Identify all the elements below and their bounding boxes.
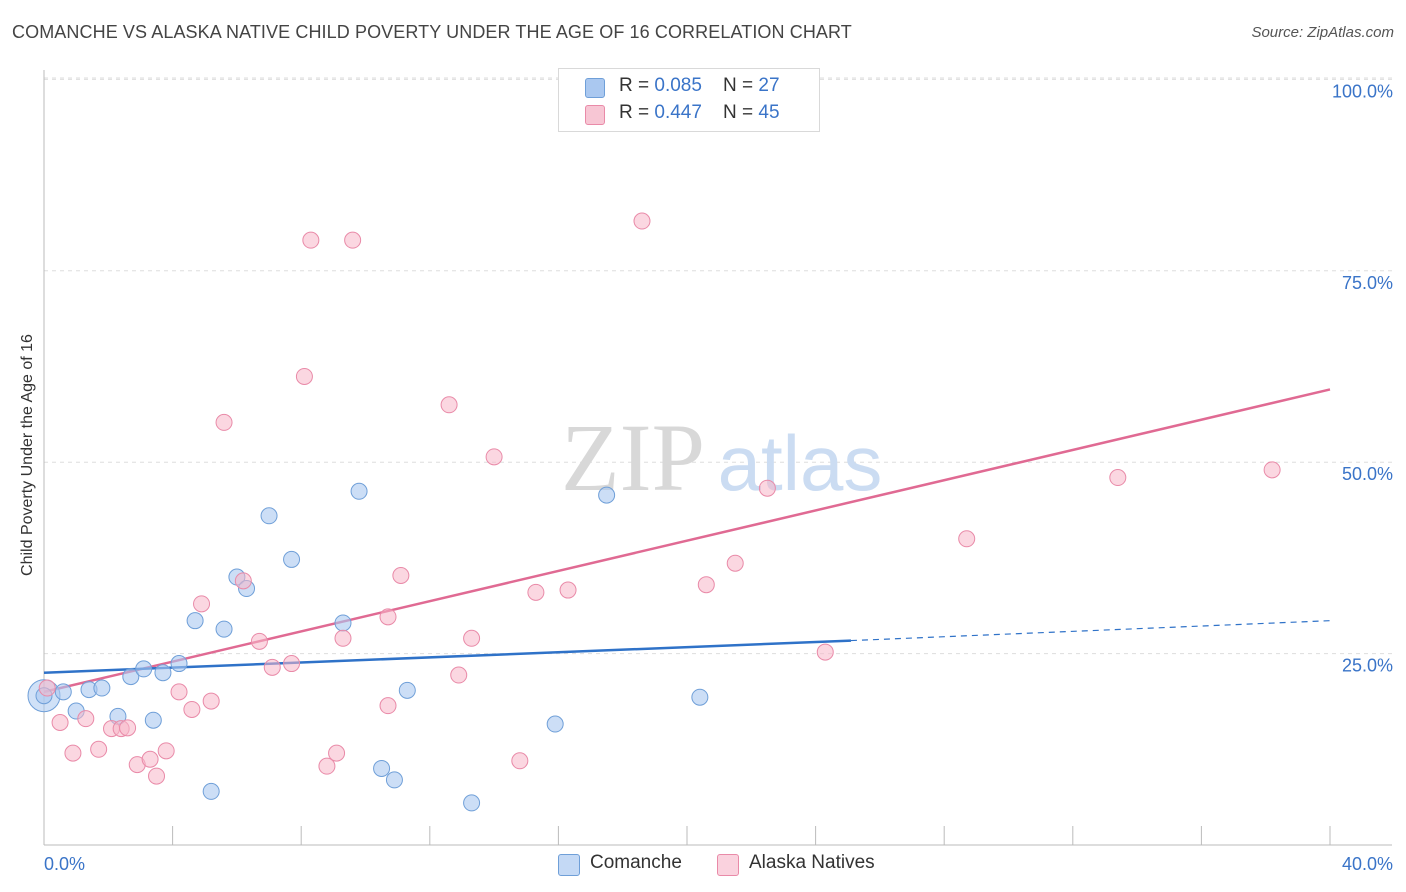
data-points (27, 212, 1281, 812)
alaska-point (958, 530, 976, 548)
alaska-point (379, 608, 397, 626)
grid-lines (44, 77, 1392, 655)
alaska-swatch (585, 105, 605, 125)
comanche-point (350, 482, 368, 500)
alaska-point (263, 658, 281, 676)
source-credit: Source: ZipAtlas.com (1251, 24, 1394, 41)
alaska-point (344, 231, 362, 249)
bottom-legend-label: Comanche (590, 852, 682, 873)
comanche-point (691, 688, 709, 706)
watermark-atlas: atlas (718, 419, 883, 507)
x-tick-label-min: 0.0% (44, 854, 85, 874)
alaska-point (726, 554, 744, 572)
alaska-point (170, 683, 188, 701)
x-tick-label-max: 40.0% (1342, 854, 1393, 874)
comanche-point (144, 711, 162, 729)
comanche-point (122, 668, 140, 686)
alaska-point (193, 595, 211, 613)
alaska-point (816, 643, 834, 661)
alaska-point (250, 632, 268, 650)
alaska-point (450, 666, 468, 684)
alaska-point (141, 750, 159, 768)
alaska-swatch (717, 854, 739, 876)
y-tick-label: 75.0% (1342, 273, 1393, 293)
alaska-point (215, 413, 233, 431)
comanche-point (93, 679, 111, 697)
alaska-point (202, 692, 220, 710)
watermark-zip: ZIP (561, 404, 705, 511)
legend-r-value: 0.085 (654, 75, 702, 96)
comanche-point (334, 614, 352, 632)
comanche-point (463, 794, 481, 812)
alaska-point (51, 714, 69, 732)
alaska-point (234, 572, 252, 590)
alaska-point (328, 744, 346, 762)
comanche-point (385, 771, 403, 789)
alaska-point (38, 679, 56, 697)
comanche-swatch (558, 854, 580, 876)
alaska-point (148, 767, 166, 785)
comanche-point (260, 507, 278, 525)
comanche-point (215, 620, 233, 638)
y-tick-label: 100.0% (1332, 81, 1393, 101)
alaska-point (334, 629, 352, 647)
alaska-point (318, 757, 336, 775)
alaska-point (283, 655, 301, 673)
legend-n-value: 27 (758, 75, 780, 96)
legend-n-value: 45 (758, 102, 780, 123)
alaska-point (157, 742, 175, 760)
alaska-point (758, 479, 776, 497)
alaska-point (527, 583, 545, 601)
comanche-point (186, 612, 204, 630)
legend-text-alaska: R = 0.447 N = 45 (619, 102, 780, 124)
comanche-point (170, 655, 188, 673)
comanche-point (398, 681, 416, 699)
y-tick-label: 25.0% (1342, 656, 1393, 676)
comanche-point (283, 550, 301, 568)
comanche-point (598, 486, 616, 504)
comanche-point (202, 782, 220, 800)
comanche-point (135, 660, 153, 678)
legend-r-label: R = (619, 75, 655, 96)
alaska-point (633, 212, 651, 230)
alaska-point (463, 629, 481, 647)
legend-r-label: R = (619, 102, 655, 123)
alaska-point (440, 396, 458, 414)
y-tick-label: 50.0% (1342, 464, 1393, 484)
bottom-legend-label: Alaska Natives (749, 852, 875, 873)
legend-n-label: N = (723, 75, 759, 96)
alaska-point (379, 697, 397, 715)
comanche-point (546, 715, 564, 733)
comanche-trend-extension (850, 620, 1331, 642)
correlation-legend: R = 0.085 N = 27 R = 0.447 N = 45 (558, 68, 820, 132)
alaska-point (295, 367, 313, 385)
alaska-point (183, 700, 201, 718)
alaska-point (559, 581, 577, 599)
comanche-swatch (585, 78, 605, 98)
y-axis-label: Child Poverty Under the Age of 16 (19, 334, 36, 576)
legend-r-value: 0.447 (654, 102, 702, 123)
alaska-point (1109, 469, 1127, 487)
comanche-point (373, 759, 391, 777)
alaska-point (1263, 461, 1281, 479)
comanche-point (54, 683, 72, 701)
chart-title: COMANCHE VS ALASKA NATIVE CHILD POVERTY … (12, 22, 852, 42)
tick-labels: 25.0% 50.0% 75.0% 100.0% 0.0% 40.0% (44, 81, 1393, 874)
legend-text-comanche: R = 0.085 N = 27 (619, 75, 780, 97)
legend-n-label: N = (723, 102, 759, 123)
y-axis-label-wrap: Child Poverty Under the Age of 16 (16, 300, 40, 610)
alaska-point (485, 448, 503, 466)
watermark: ZIP atlas (561, 404, 882, 511)
alaska-point (119, 719, 137, 737)
alaska-point (302, 231, 320, 249)
alaska-point (90, 740, 108, 758)
alaska-point (64, 744, 82, 762)
axes (43, 70, 1392, 846)
alaska-point (511, 752, 529, 770)
alaska-point (77, 710, 95, 728)
alaska-point (697, 576, 715, 594)
comanche-point (154, 664, 172, 682)
alaska-point (392, 567, 410, 585)
